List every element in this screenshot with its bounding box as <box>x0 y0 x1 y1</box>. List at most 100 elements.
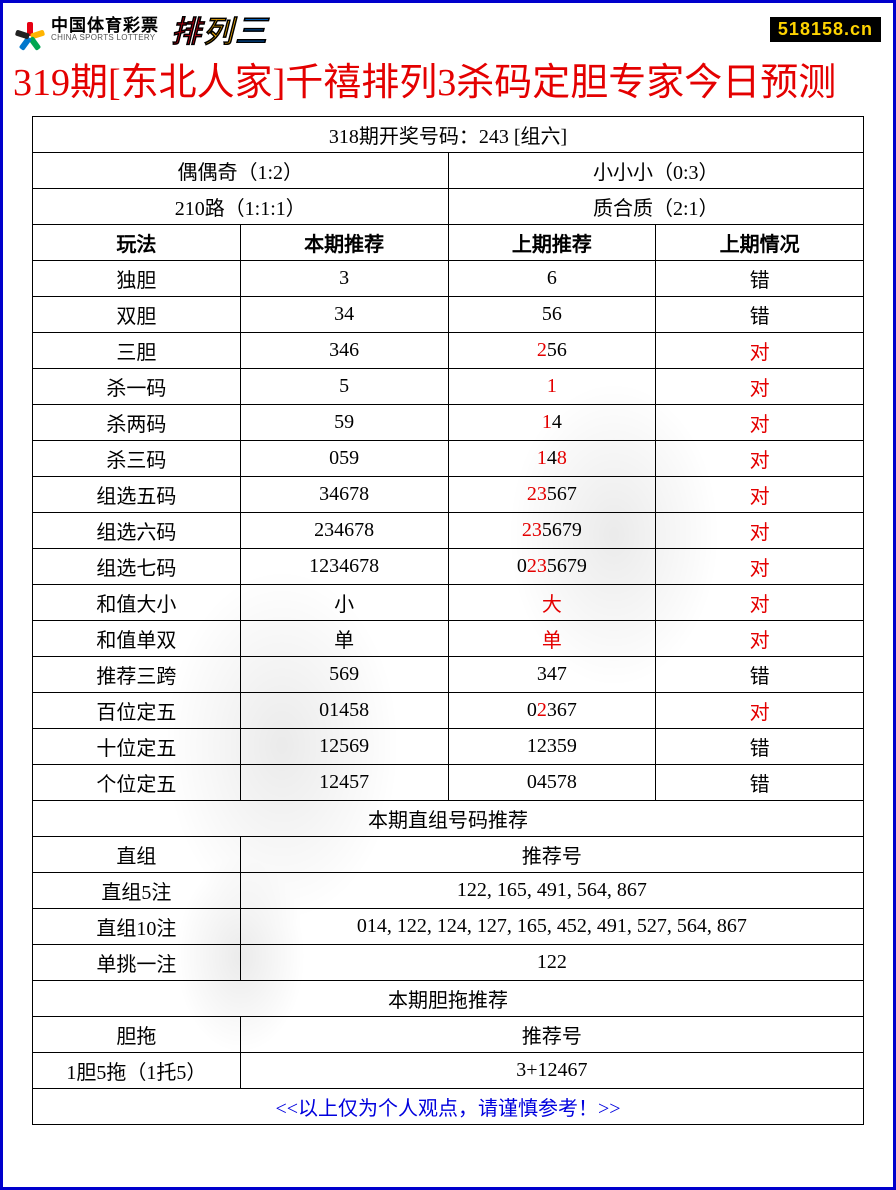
footer-note: <<以上仅为个人观点，请谨慎参考！>> <box>33 1089 864 1125</box>
logo-cn-text: 中国体育彩票 <box>51 17 159 34</box>
row-method: 杀两码 <box>33 405 241 441</box>
table-row: 和值单双单单对 <box>33 621 864 657</box>
zhizu-col-right: 推荐号 <box>240 837 863 873</box>
row-current: 1234678 <box>240 549 448 585</box>
row-prev: 1 <box>448 369 656 405</box>
dantuo-col-left: 胆拖 <box>33 1017 241 1053</box>
prediction-table: 318期开奖号码：243 [组六] 偶偶奇（1:2） 小小小（0:3） 210路… <box>32 116 864 1125</box>
row-method: 推荐三跨 <box>33 657 241 693</box>
row-current: 059 <box>240 441 448 477</box>
result-line: 318期开奖号码：243 [组六] <box>33 117 864 153</box>
zhizu-row: 直组5注122, 165, 491, 564, 867 <box>33 873 864 909</box>
table-row: 和值大小小大对 <box>33 585 864 621</box>
row-current: 59 <box>240 405 448 441</box>
zhizu-row-val: 014, 122, 124, 127, 165, 452, 491, 527, … <box>240 909 863 945</box>
row-current: 234678 <box>240 513 448 549</box>
row-method: 百位定五 <box>33 693 241 729</box>
table-row: 杀一码51对 <box>33 369 864 405</box>
zhizu-row-name: 直组10注 <box>33 909 241 945</box>
table-row: 双胆3456错 <box>33 297 864 333</box>
row-prev: 235679 <box>448 513 656 549</box>
row-current: 34678 <box>240 477 448 513</box>
row-method: 组选六码 <box>33 513 241 549</box>
row-current: 346 <box>240 333 448 369</box>
row-method: 组选七码 <box>33 549 241 585</box>
row-status: 对 <box>656 585 864 621</box>
series-logo: 排 列 三 <box>171 6 267 52</box>
table-row: 推荐三跨569347错 <box>33 657 864 693</box>
row-current: 5 <box>240 369 448 405</box>
dantuo-row-name: 1胆5拖（1托5） <box>33 1053 241 1089</box>
row-prev: 02367 <box>448 693 656 729</box>
row-prev: 148 <box>448 441 656 477</box>
row-prev: 0235679 <box>448 549 656 585</box>
lottery-pinwheel-icon <box>15 14 45 44</box>
row-status: 对 <box>656 621 864 657</box>
row-method: 杀一码 <box>33 369 241 405</box>
row-method: 十位定五 <box>33 729 241 765</box>
table-row: 个位定五1245704578错 <box>33 765 864 801</box>
row-prev: 单 <box>448 621 656 657</box>
header-bar: 中国体育彩票 CHINA SPORTS LOTTERY 排 列 三 518158… <box>11 9 885 49</box>
dantuo-header: 本期胆拖推荐 <box>33 981 864 1017</box>
row-status: 对 <box>656 441 864 477</box>
zhizu-header: 本期直组号码推荐 <box>33 801 864 837</box>
row-prev: 347 <box>448 657 656 693</box>
row-current: 34 <box>240 297 448 333</box>
zhizu-row-val: 122, 165, 491, 564, 867 <box>240 873 863 909</box>
row-status: 错 <box>656 261 864 297</box>
col-current: 本期推荐 <box>240 225 448 261</box>
row-method: 和值单双 <box>33 621 241 657</box>
dantuo-row-val: 3+12467 <box>240 1053 863 1089</box>
table-row: 十位定五1256912359错 <box>33 729 864 765</box>
row-prev: 23567 <box>448 477 656 513</box>
row-method: 和值大小 <box>33 585 241 621</box>
table-row: 杀三码059148对 <box>33 441 864 477</box>
row-prev: 14 <box>448 405 656 441</box>
zhizu-row-name: 单挑一注 <box>33 945 241 981</box>
col-prev: 上期推荐 <box>448 225 656 261</box>
zhizu-row: 直组10注014, 122, 124, 127, 165, 452, 491, … <box>33 909 864 945</box>
row-method: 独胆 <box>33 261 241 297</box>
row-status: 对 <box>656 477 864 513</box>
row-status: 对 <box>656 405 864 441</box>
zhizu-row-name: 直组5注 <box>33 873 241 909</box>
table-row: 百位定五0145802367对 <box>33 693 864 729</box>
page-title: 319期[东北人家]千禧排列3杀码定胆专家今日预测 <box>11 49 885 116</box>
row-current: 01458 <box>240 693 448 729</box>
table-row: 组选五码3467823567对 <box>33 477 864 513</box>
row-prev: 56 <box>448 297 656 333</box>
row-status: 错 <box>656 765 864 801</box>
row-status: 对 <box>656 333 864 369</box>
row-method: 杀三码 <box>33 441 241 477</box>
dantuo-col-right: 推荐号 <box>240 1017 863 1053</box>
summary-route: 210路（1:1:1） <box>33 189 449 225</box>
row-status: 对 <box>656 513 864 549</box>
row-prev: 256 <box>448 333 656 369</box>
row-current: 12457 <box>240 765 448 801</box>
row-status: 对 <box>656 693 864 729</box>
row-method: 组选五码 <box>33 477 241 513</box>
zhizu-row: 单挑一注122 <box>33 945 864 981</box>
zhizu-col-left: 直组 <box>33 837 241 873</box>
logo-en-text: CHINA SPORTS LOTTERY <box>51 34 159 42</box>
row-method: 三胆 <box>33 333 241 369</box>
summary-size: 小小小（0:3） <box>448 153 864 189</box>
summary-even-odd: 偶偶奇（1:2） <box>33 153 449 189</box>
table-row: 组选七码12346780235679对 <box>33 549 864 585</box>
row-current: 单 <box>240 621 448 657</box>
row-method: 双胆 <box>33 297 241 333</box>
row-status: 错 <box>656 729 864 765</box>
zhizu-row-val: 122 <box>240 945 863 981</box>
row-current: 569 <box>240 657 448 693</box>
row-prev: 6 <box>448 261 656 297</box>
row-method: 个位定五 <box>33 765 241 801</box>
row-current: 12569 <box>240 729 448 765</box>
summary-prime: 质合质（2:1） <box>448 189 864 225</box>
col-status: 上期情况 <box>656 225 864 261</box>
row-status: 对 <box>656 549 864 585</box>
dantuo-row: 1胆5拖（1托5）3+12467 <box>33 1053 864 1089</box>
lottery-logo: 中国体育彩票 CHINA SPORTS LOTTERY 排 列 三 <box>15 6 267 52</box>
col-method: 玩法 <box>33 225 241 261</box>
table-row: 杀两码5914对 <box>33 405 864 441</box>
